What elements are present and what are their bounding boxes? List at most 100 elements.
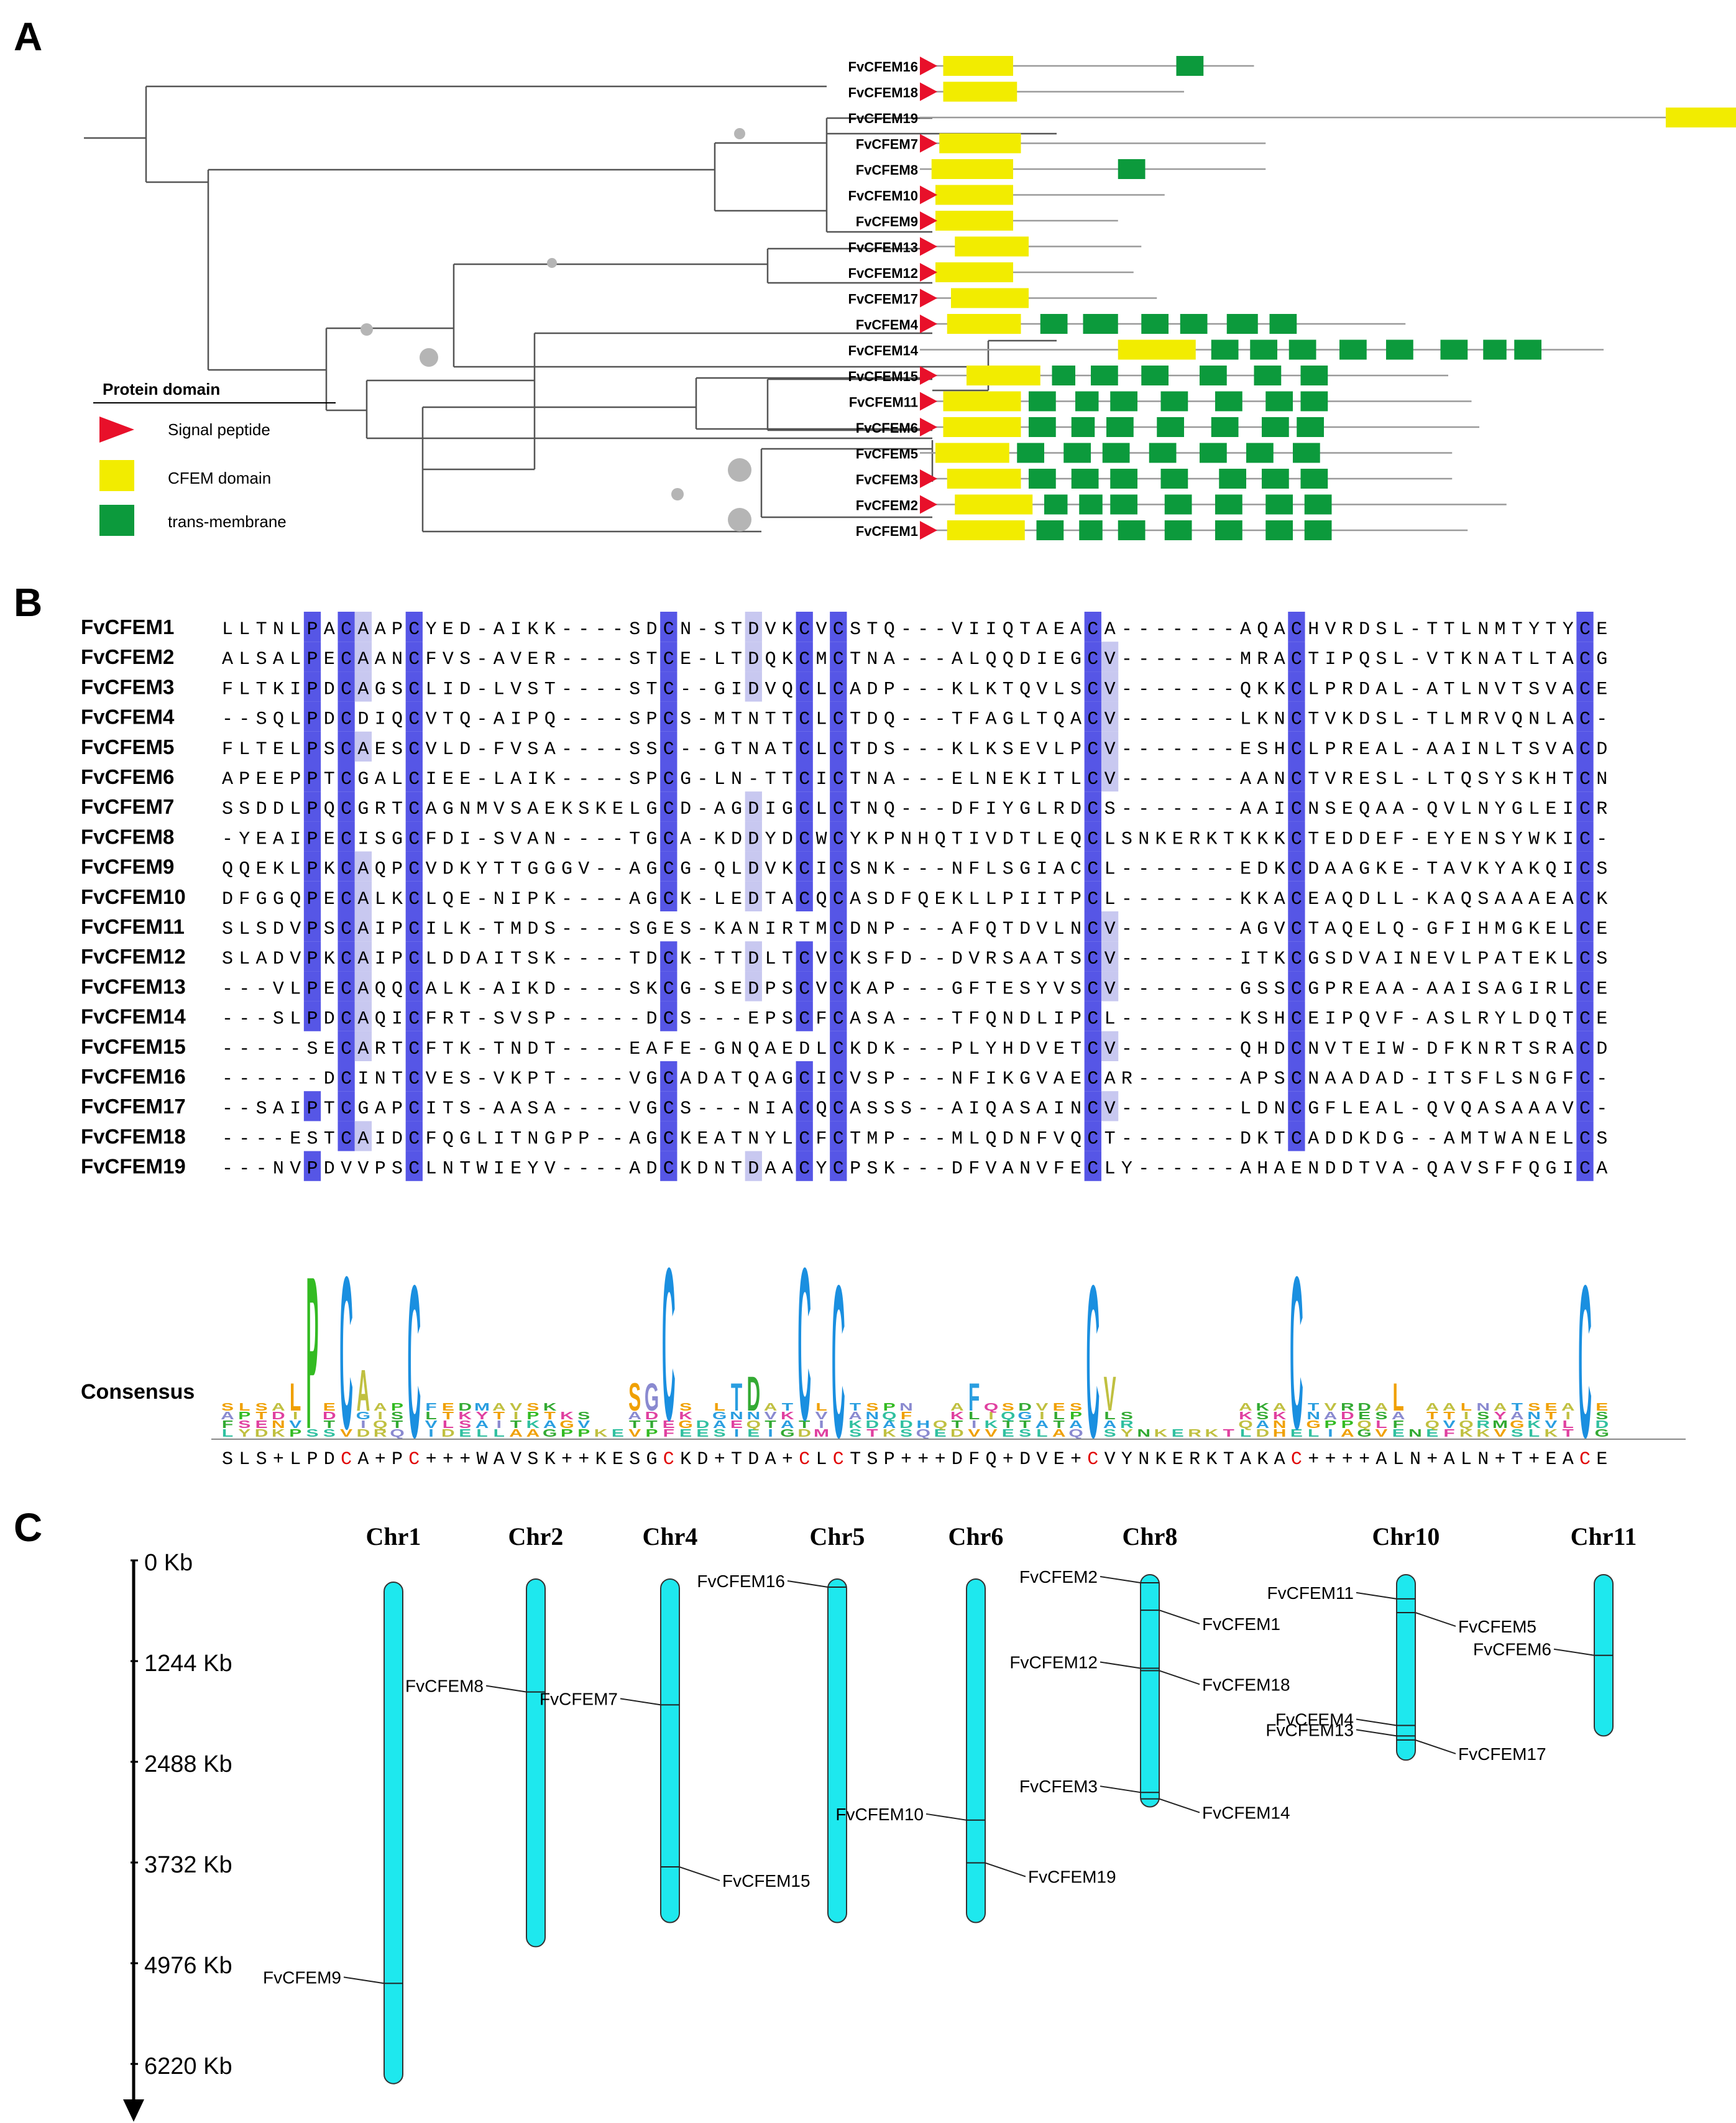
alignment-residue: L bbox=[765, 949, 776, 970]
alignment-residue: C bbox=[341, 649, 352, 670]
trans-membrane-box bbox=[1211, 339, 1239, 360]
conservation-cell bbox=[303, 671, 321, 702]
alignment-residue: A bbox=[527, 799, 538, 820]
alignment-residue: - bbox=[1596, 1069, 1607, 1090]
alignment-residue: P bbox=[306, 769, 318, 790]
logo-letter: K bbox=[543, 1401, 557, 1413]
alignment-residue: - bbox=[1410, 619, 1421, 640]
alignment-residue: C bbox=[833, 979, 844, 1000]
alignment-residue: - bbox=[1206, 1159, 1217, 1180]
alignment-residue: V bbox=[1545, 739, 1556, 760]
alignment-residue: Q bbox=[324, 799, 335, 820]
alignment-residue: R bbox=[1342, 619, 1353, 640]
conservation-cell bbox=[830, 821, 847, 852]
alignment-residue: T bbox=[1426, 709, 1438, 730]
trans-membrane-box bbox=[1063, 443, 1091, 463]
trans-membrane-box bbox=[1083, 314, 1118, 334]
alignment-residue: I bbox=[815, 769, 827, 790]
alignment-residue: L bbox=[1545, 709, 1556, 730]
alignment-residue: - bbox=[1189, 979, 1200, 1000]
logo-letter: V bbox=[1104, 1366, 1116, 1422]
alignment-residue: D bbox=[799, 1039, 810, 1060]
alignment-residue: C bbox=[1087, 799, 1098, 820]
alignment-residue: T bbox=[494, 1039, 505, 1060]
gene-leader-line bbox=[1100, 1661, 1141, 1669]
alignment-residue: A bbox=[357, 1039, 369, 1060]
alignment-residue: C bbox=[799, 709, 810, 730]
alignment-residue: I bbox=[443, 679, 454, 700]
alignment-residue: W bbox=[1494, 1128, 1505, 1149]
alignment-row-name: FvCFEM19 bbox=[81, 1155, 186, 1178]
leaf-label: FvCFEM16 bbox=[848, 59, 918, 75]
alignment-residue: C bbox=[341, 1039, 352, 1060]
alignment-residue: C bbox=[1291, 679, 1302, 700]
logo-letter: Q bbox=[373, 1419, 387, 1430]
logo-letter: T bbox=[782, 1401, 793, 1413]
conservation-cell bbox=[405, 1001, 423, 1031]
trans-membrane-box bbox=[1288, 339, 1316, 360]
conservation-cell bbox=[796, 1061, 813, 1092]
alignment-residue: D bbox=[324, 1069, 335, 1090]
alignment-residue: A bbox=[375, 649, 386, 670]
logo-letter: T bbox=[392, 1419, 403, 1430]
alignment-residue: D bbox=[527, 919, 538, 940]
alignment-residue: S bbox=[1070, 949, 1082, 970]
conservation-cell bbox=[354, 1031, 372, 1061]
alignment-residue: S bbox=[1512, 769, 1523, 790]
alignment-residue: D bbox=[866, 1039, 878, 1060]
logo-letter: F bbox=[425, 1401, 436, 1413]
alignment-residue: C bbox=[408, 799, 420, 820]
alignment-residue: I bbox=[985, 1069, 996, 1090]
alignment-residue: - bbox=[561, 619, 572, 640]
conservation-cell bbox=[796, 791, 813, 822]
alignment-residue: I bbox=[765, 919, 776, 940]
alignment-residue: S bbox=[1494, 1098, 1505, 1120]
logo-letter: S bbox=[526, 1401, 539, 1413]
alignment-residue: D bbox=[1342, 949, 1353, 970]
alignment-residue: E bbox=[527, 649, 538, 670]
logo-letter: E bbox=[747, 1427, 760, 1439]
consensus-residue: S bbox=[866, 1449, 878, 1470]
conservation-cell bbox=[405, 881, 423, 911]
alignment-residue: L bbox=[494, 679, 505, 700]
alignment-residue: F bbox=[968, 1009, 980, 1030]
alignment-residue: I bbox=[1054, 1098, 1065, 1120]
conservation-cell bbox=[1101, 971, 1119, 1002]
alignment-residue: A bbox=[357, 619, 369, 640]
alignment-residue: - bbox=[1121, 1098, 1132, 1120]
alignment-residue: L bbox=[714, 649, 725, 670]
alignment-residue: - bbox=[256, 1159, 267, 1180]
logo-letter: R bbox=[1188, 1427, 1201, 1439]
alignment-residue: A bbox=[1477, 1098, 1489, 1120]
alignment-residue: M bbox=[815, 649, 827, 670]
alignment-residue: I bbox=[290, 679, 301, 700]
alignment-residue: V bbox=[544, 1159, 556, 1180]
conservation-cell bbox=[338, 1121, 355, 1151]
alignment-residue: E bbox=[1240, 859, 1251, 880]
alignment-residue: P bbox=[850, 1159, 861, 1180]
logo-letter: A bbox=[764, 1401, 778, 1413]
alignment-residue: S bbox=[459, 649, 471, 670]
logo-letter: G bbox=[780, 1427, 794, 1439]
alignment-residue: N bbox=[952, 859, 963, 880]
alignment-residue: - bbox=[476, 1039, 487, 1060]
alignment-residue: M bbox=[1494, 619, 1505, 640]
alignment-residue: V bbox=[494, 799, 505, 820]
alignment-residue: T bbox=[494, 859, 505, 880]
conservation-cell bbox=[338, 881, 355, 911]
gene-leader-line bbox=[985, 1862, 1026, 1877]
logo-letter: D bbox=[696, 1419, 710, 1430]
alignment-residue: V bbox=[290, 949, 301, 970]
alignment-residue: L bbox=[1393, 1098, 1404, 1120]
alignment-residue: A bbox=[782, 1098, 793, 1120]
alignment-residue: L bbox=[1054, 679, 1065, 700]
alignment-residue: G bbox=[544, 1128, 556, 1149]
alignment-residue: K bbox=[985, 739, 996, 760]
consensus-residue: R bbox=[1189, 1449, 1200, 1470]
alignment-residue: F bbox=[1563, 1069, 1574, 1090]
consensus-residue: K bbox=[1155, 1449, 1166, 1470]
alignment-residue: T bbox=[1054, 889, 1065, 910]
alignment-residue: E bbox=[663, 919, 674, 940]
alignment-residue: S bbox=[1019, 979, 1031, 1000]
alignment-residue: C bbox=[833, 799, 844, 820]
